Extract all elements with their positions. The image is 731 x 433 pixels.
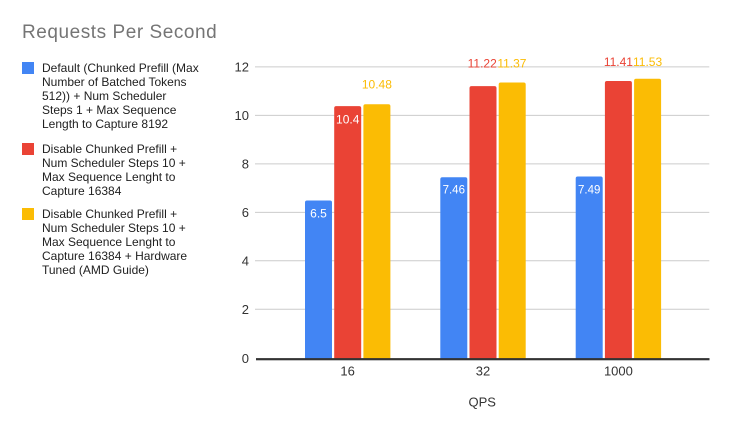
svg-text:32: 32: [476, 363, 490, 378]
svg-text:7.49: 7.49: [578, 184, 600, 196]
svg-text:12: 12: [235, 60, 249, 75]
svg-text:2: 2: [242, 302, 249, 317]
svg-text:11.41: 11.41: [604, 55, 633, 69]
svg-text:11.37: 11.37: [497, 57, 526, 71]
svg-text:8: 8: [242, 157, 249, 172]
svg-text:11.53: 11.53: [633, 55, 662, 69]
svg-text:16: 16: [340, 363, 354, 378]
svg-text:10: 10: [235, 108, 249, 123]
svg-text:6.5: 6.5: [310, 207, 327, 221]
svg-text:10.48: 10.48: [362, 78, 392, 92]
svg-text:6: 6: [242, 205, 249, 220]
svg-text:QPS: QPS: [468, 395, 496, 410]
svg-text:0: 0: [242, 351, 249, 366]
svg-text:10.4: 10.4: [336, 112, 360, 126]
svg-text:11.22: 11.22: [468, 57, 497, 71]
svg-text:4: 4: [242, 253, 249, 268]
svg-text:1000: 1000: [604, 363, 633, 378]
svg-text:7.46: 7.46: [443, 185, 465, 197]
